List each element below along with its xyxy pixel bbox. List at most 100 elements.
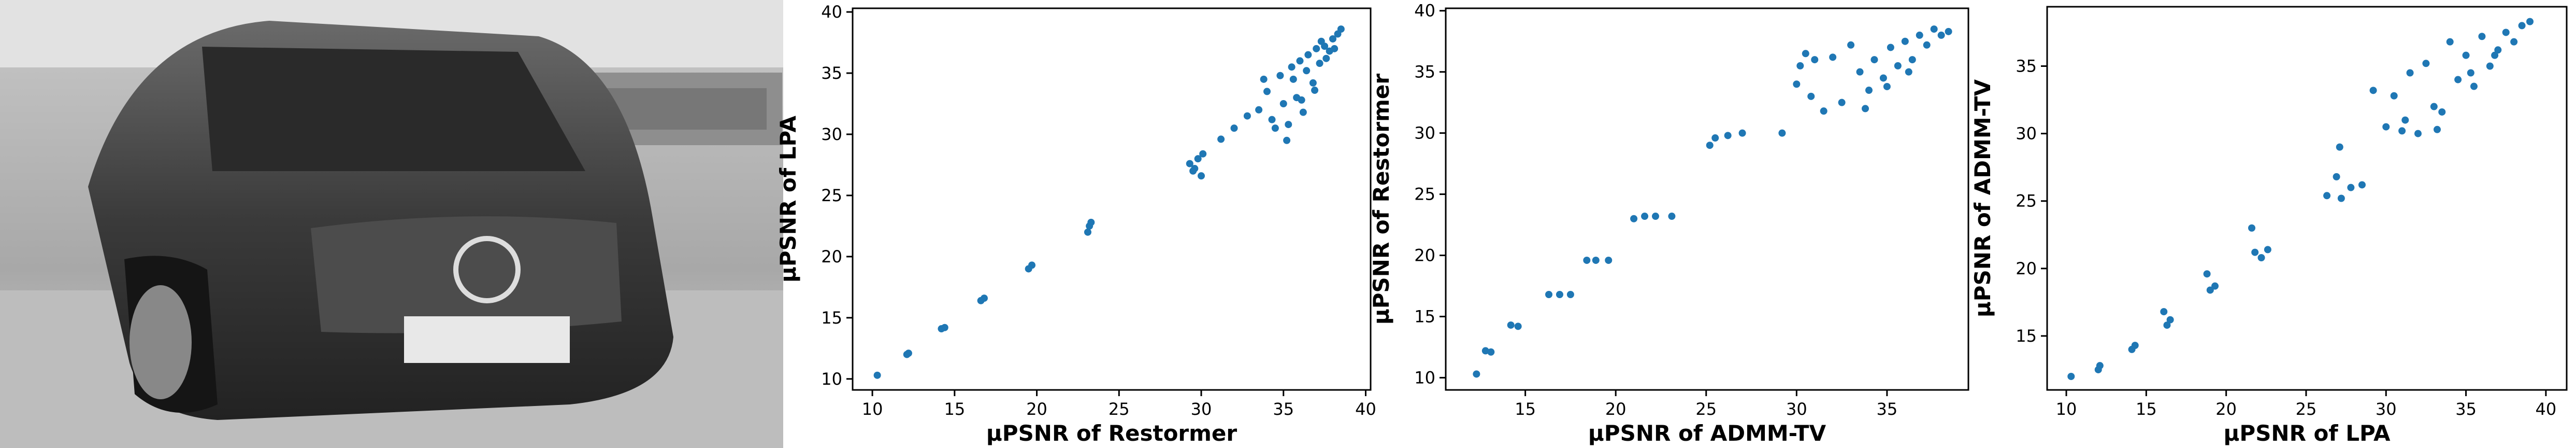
point <box>2491 51 2499 59</box>
point <box>1861 105 1869 113</box>
x-tick-label: 30 <box>1786 399 1807 419</box>
point <box>2470 82 2478 90</box>
point <box>1217 135 1225 143</box>
plot-frame <box>1445 7 1969 391</box>
point <box>1905 68 1912 76</box>
point <box>1796 62 1804 69</box>
point <box>2382 123 2390 131</box>
x-tick-label: 40 <box>2536 399 2557 419</box>
point <box>1279 100 1287 107</box>
point <box>1473 370 1480 378</box>
x-tick-label: 25 <box>1109 399 1130 419</box>
plot-frame <box>2046 6 2568 391</box>
point <box>2526 18 2534 25</box>
point <box>1545 291 1553 298</box>
point <box>1084 228 1091 236</box>
point <box>1930 25 1938 33</box>
point <box>2478 33 2486 40</box>
point <box>1331 45 1339 52</box>
point <box>1811 56 1819 64</box>
point <box>1706 142 1714 149</box>
y-axis-label: μPSNR of Restormer <box>1369 74 1394 325</box>
point <box>1194 155 1202 163</box>
point <box>2369 87 2377 94</box>
scatter-plot: 15 20 25 30 35 10 15 20 25 30 35 40 μPSNR of ADMM-TV… <box>1369 1 1969 446</box>
point <box>2211 282 2219 290</box>
point <box>1778 129 1786 137</box>
point <box>1945 27 1952 35</box>
point <box>1887 44 1894 51</box>
point <box>1923 41 1931 49</box>
x-tick-label: 15 <box>2136 399 2157 419</box>
y-tick-label: 15 <box>1414 306 1435 326</box>
x-tick-label: 25 <box>2296 399 2317 419</box>
point <box>1894 62 1902 69</box>
point <box>1268 116 1276 123</box>
point <box>2206 286 2214 294</box>
point <box>2067 372 2075 380</box>
point <box>2462 51 2470 59</box>
x-tick-label: 35 <box>1273 399 1294 419</box>
point <box>1870 56 1878 64</box>
point <box>2494 46 2502 54</box>
point <box>2347 184 2355 191</box>
point <box>1566 291 1574 298</box>
x-tick-label: 10 <box>862 399 883 419</box>
x-tick-label: 20 <box>1026 399 1047 419</box>
point <box>1289 75 1297 83</box>
y-tick-label: 15 <box>2016 326 2037 346</box>
point <box>2510 38 2518 46</box>
point <box>1322 54 1330 62</box>
point <box>1937 31 1945 39</box>
point <box>2131 342 2139 349</box>
x-tick-label: 20 <box>1605 399 1627 419</box>
x-tick-label: 30 <box>1191 399 1212 419</box>
x-tick-label: 20 <box>2215 399 2237 419</box>
point <box>941 324 948 331</box>
point <box>2264 246 2271 254</box>
point <box>2166 316 2174 324</box>
point <box>1285 121 1292 129</box>
point <box>2486 62 2494 70</box>
scatter-plot: 10 15 20 25 30 35 40 10 15 20 25 30 35 40 μPSNR of Res… <box>775 2 1376 446</box>
point <box>1296 57 1304 65</box>
point <box>2422 60 2430 67</box>
point <box>1481 347 1489 355</box>
point <box>904 349 912 357</box>
y-tick-label: 20 <box>821 247 842 267</box>
y-tick-label: 40 <box>821 2 842 22</box>
point <box>1313 45 1320 52</box>
x-tick-label: 10 <box>2056 399 2077 419</box>
point <box>2414 130 2422 137</box>
point <box>2336 143 2343 151</box>
x-tick-label: 15 <box>1515 399 1536 419</box>
point <box>1309 79 1317 87</box>
point <box>1263 88 1271 95</box>
point <box>1303 67 1311 75</box>
point <box>2430 103 2438 110</box>
y-tick-label: 35 <box>2016 56 2037 76</box>
point <box>1304 51 1312 59</box>
point <box>1820 107 1827 115</box>
y-tick-label: 30 <box>2016 124 2037 144</box>
point <box>1838 99 1846 106</box>
point <box>1738 129 1746 137</box>
scatter-plot: 10 15 20 25 30 35 40 15 20 25 30 35 μPSNR of LPA μPSN… <box>1970 6 2568 446</box>
y-tick-label: 30 <box>821 124 842 144</box>
point <box>1856 68 1864 76</box>
point <box>1592 256 1600 264</box>
y-tick-label: 35 <box>1414 62 1435 82</box>
point <box>1916 31 1923 39</box>
point <box>980 295 988 302</box>
point <box>1711 134 1719 142</box>
y-axis-label: μPSNR of ADMM-TV <box>1970 79 1995 317</box>
point <box>2454 76 2462 83</box>
point <box>2257 254 2265 261</box>
point <box>2333 173 2340 180</box>
point <box>1087 218 1095 226</box>
point <box>1668 213 1676 220</box>
y-tick-label: 15 <box>821 308 842 328</box>
point <box>2251 248 2259 256</box>
point <box>2406 69 2414 77</box>
